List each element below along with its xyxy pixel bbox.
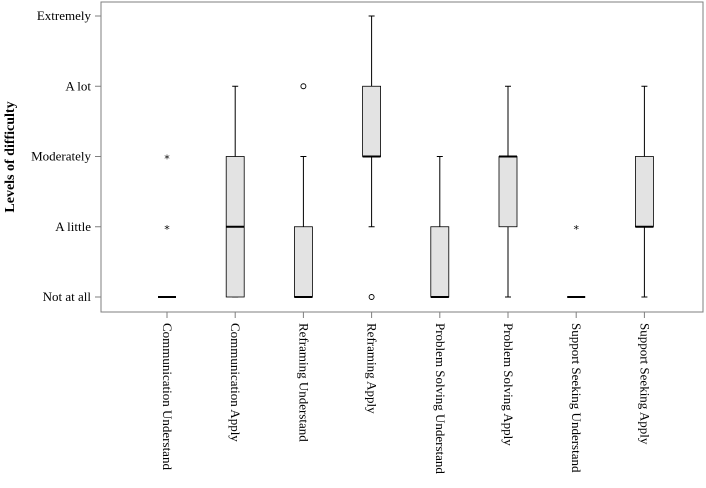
x-tick-label: Reframing Understand xyxy=(296,323,311,442)
box xyxy=(498,156,518,228)
box xyxy=(430,226,450,298)
outlier-point xyxy=(368,294,375,300)
x-tick-label: Reframing Apply xyxy=(365,323,380,414)
box-group xyxy=(498,85,518,298)
extreme-point: * xyxy=(573,223,579,236)
box xyxy=(293,226,313,298)
box-group xyxy=(225,85,245,298)
x-tick-label: Support Seeking Apply xyxy=(637,323,652,445)
x-tick-label: Communication Understand xyxy=(160,323,175,470)
box-group xyxy=(362,15,382,300)
x-tick-label: Problem Solving Understand xyxy=(433,323,448,474)
plot-frame xyxy=(100,1,704,313)
box-group: * xyxy=(567,223,586,298)
box-group xyxy=(430,156,450,298)
box-series: *** xyxy=(158,15,654,300)
x-tick-label: Communication Apply xyxy=(228,323,243,442)
box xyxy=(362,85,382,157)
extreme-point: * xyxy=(164,153,170,166)
y-tick-label: Moderately xyxy=(31,149,91,164)
y-axis-title: Levels of difficulty xyxy=(3,101,18,212)
box-group xyxy=(293,83,313,298)
y-tick-label: Extremely xyxy=(37,8,92,23)
box-group: ** xyxy=(158,153,176,298)
x-tick-label: Problem Solving Apply xyxy=(501,323,516,446)
outlier-point xyxy=(300,83,307,90)
y-tick-label: Not at all xyxy=(43,289,92,304)
box-group xyxy=(635,85,654,298)
x-tick-label: Support Seeking Understand xyxy=(569,323,584,473)
y-tick-label: A lot xyxy=(65,78,91,93)
y-axis: Not at all A little Moderately A lot Extreme… xyxy=(31,8,101,304)
extreme-point: * xyxy=(164,223,170,236)
y-tick-label: A little xyxy=(55,219,91,234)
x-axis: Communication Understand Communication Ap… xyxy=(160,312,652,474)
box xyxy=(635,156,654,228)
